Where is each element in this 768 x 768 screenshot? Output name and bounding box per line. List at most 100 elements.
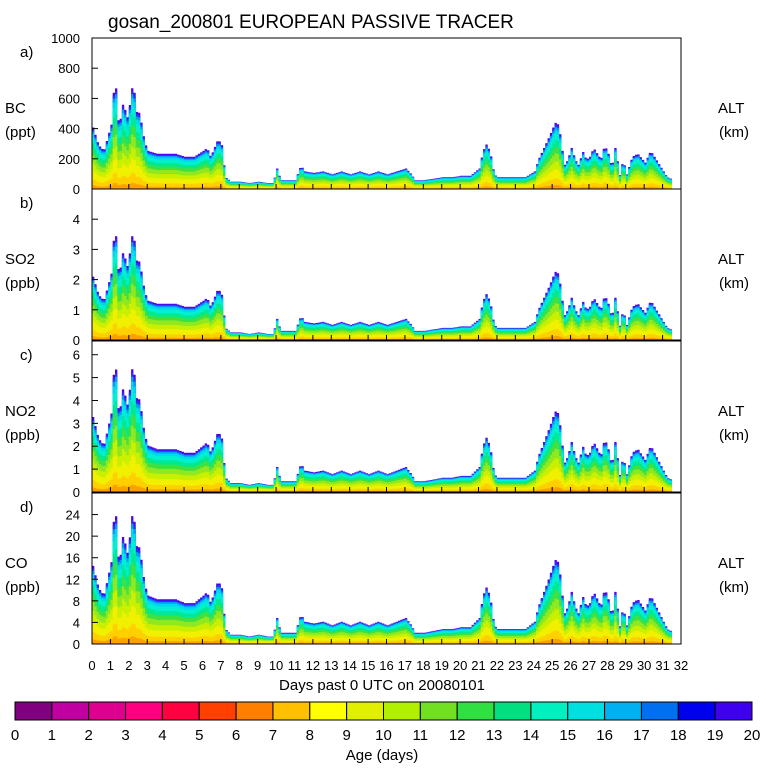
x-tick-label: 24 [527, 658, 541, 673]
x-tick-label: 1 [107, 658, 114, 673]
y-tick-label: 24 [66, 508, 80, 523]
x-tick-label: 6 [199, 658, 206, 673]
x-tick-label: 22 [490, 658, 504, 673]
x-tick-label: 17 [398, 658, 412, 673]
x-tick-label: 4 [162, 658, 169, 673]
panel-no2: 0 1 2 3 4 5 6 c) NO2 (ppb) ALT (km) [5, 340, 749, 500]
colorbar-swatch [51, 701, 90, 721]
x-tick-label: 0 [88, 658, 95, 673]
colorbar: 0 1 2 3 4 5 6 7 8 9 10 11 12 13 14 15 16 17 18 19 20 [11, 701, 761, 744]
x-tick-label: 10 [269, 658, 283, 673]
y-tick-label: 8 [73, 594, 80, 609]
colorbar-tick-label: 13 [486, 727, 503, 744]
alt-units-label: (km) [719, 275, 749, 292]
x-tick-label: 7 [217, 658, 224, 673]
colorbar-tick-label: 18 [670, 727, 687, 744]
colorbar-swatch [272, 701, 311, 721]
colorbar-swatch [125, 701, 163, 721]
y-tick-label: 16 [66, 551, 80, 566]
species-label: CO [5, 555, 28, 572]
y-tick-label: 12 [66, 572, 80, 587]
colorbar-swatch [419, 701, 458, 721]
colorbar-tick-label: 11 [413, 727, 429, 744]
panels: 02004006008001000a)BC(ppt)ALT(km)01234b)… [5, 31, 749, 652]
panel-so2: 0 1 2 3 4 b) SO2 (ppb) ALT (km) [5, 188, 749, 348]
colorbar-tick-label: 0 [11, 727, 19, 744]
colorbar-swatch [88, 701, 127, 721]
colorbar-tick-label: 3 [121, 727, 129, 744]
colorbar-swatch [530, 701, 569, 721]
area-layer-co-0 [92, 636, 672, 644]
colorbar-tick-label: 20 [744, 727, 761, 744]
colorbar-tick-label: 5 [195, 727, 203, 744]
colorbar-swatch [714, 701, 753, 721]
colorbar-swatch [640, 701, 679, 721]
colorbar-swatch [161, 701, 200, 721]
panel-letter: c) [20, 347, 33, 364]
x-tick-label: 28 [600, 658, 614, 673]
y-tick-label: 400 [58, 122, 80, 137]
x-tick-labels: 0 1 2 3 4 5 6 7 8 9 10 11 12 13 14 15 16 17 18 19 20 21 22 23 24… [88, 658, 688, 673]
alt-units-label: (km) [719, 427, 749, 444]
units-label: (ppb) [5, 275, 40, 292]
x-tick-label: 29 [619, 658, 633, 673]
x-tick-label: 19 [434, 658, 448, 673]
x-tick-label: 26 [563, 658, 577, 673]
colorbar-swatch [383, 701, 421, 721]
x-tick-label: 3 [144, 658, 151, 673]
colorbar-swatch [567, 701, 606, 721]
y-tick-label: 2 [73, 273, 80, 288]
x-tick-label: 21 [471, 658, 485, 673]
colorbar-tick-label: 6 [232, 727, 240, 744]
colorbar-label: Age (days) [346, 747, 419, 764]
alt-label: ALT [718, 403, 744, 420]
colorbar-tick-label: 1 [48, 727, 56, 744]
species-label: BC [5, 100, 26, 117]
x-tick-label: 11 [288, 658, 302, 673]
y-tick-label: 0 [73, 333, 80, 348]
alt-units-label: (km) [719, 124, 749, 141]
x-tick-label: 16 [379, 658, 393, 673]
colorbar-tick-label: 14 [523, 727, 540, 744]
panel-bc: 0 200 400 600 800 1000 a) BC (ppt) ALT (km) [5, 31, 749, 197]
panel-co: 0 4 8 12 16 20 24 d) CO (ppb) ALT (km) [5, 492, 749, 652]
y-tick-label: 1 [73, 303, 80, 318]
colorbar-tick-label: 10 [375, 727, 392, 744]
panel-letter: b) [20, 195, 33, 212]
colorbar-tick-label: 7 [269, 727, 277, 744]
area-layer-no2-0 [92, 484, 672, 492]
y-tick-label: 0 [73, 182, 80, 197]
x-tick-label: 20 [453, 658, 467, 673]
y-tick-label: 800 [58, 61, 80, 76]
colorbar-swatch [309, 701, 348, 721]
colorbar-swatch [346, 701, 384, 721]
y-tick-label: 200 [58, 152, 80, 167]
alt-units-label: (km) [719, 579, 749, 596]
y-tick-label: 1 [73, 462, 80, 477]
colorbar-tick-label: 16 [596, 727, 613, 744]
alt-label: ALT [718, 100, 744, 117]
colorbar-tick-label: 17 [633, 727, 650, 744]
colorbar-swatch [493, 701, 532, 721]
x-tick-label: 15 [361, 658, 375, 673]
area-layer-so2-0 [92, 333, 672, 340]
x-tick-label: 9 [254, 658, 261, 673]
y-tick-label: 5 [73, 371, 80, 386]
x-tick-label: 31 [655, 658, 669, 673]
x-tick-label: 8 [236, 658, 243, 673]
colorbar-tick-label: 8 [306, 727, 314, 744]
colorbar-swatch [235, 701, 274, 721]
x-axis-label: Days past 0 UTC on 20080101 [279, 677, 485, 694]
colorbar-tick-label: 15 [559, 727, 576, 744]
colorbar-swatch [456, 701, 495, 721]
y-tick-label: 6 [73, 348, 80, 363]
units-label: (ppb) [5, 427, 40, 444]
area-layer-bc-0 [92, 183, 672, 189]
y-tick-label: 3 [73, 416, 80, 431]
y-tick-label: 4 [73, 212, 80, 227]
panel-letter: d) [20, 499, 33, 516]
x-tick-label: 2 [125, 658, 132, 673]
y-tick-label: 0 [73, 485, 80, 500]
alt-label: ALT [718, 251, 744, 268]
